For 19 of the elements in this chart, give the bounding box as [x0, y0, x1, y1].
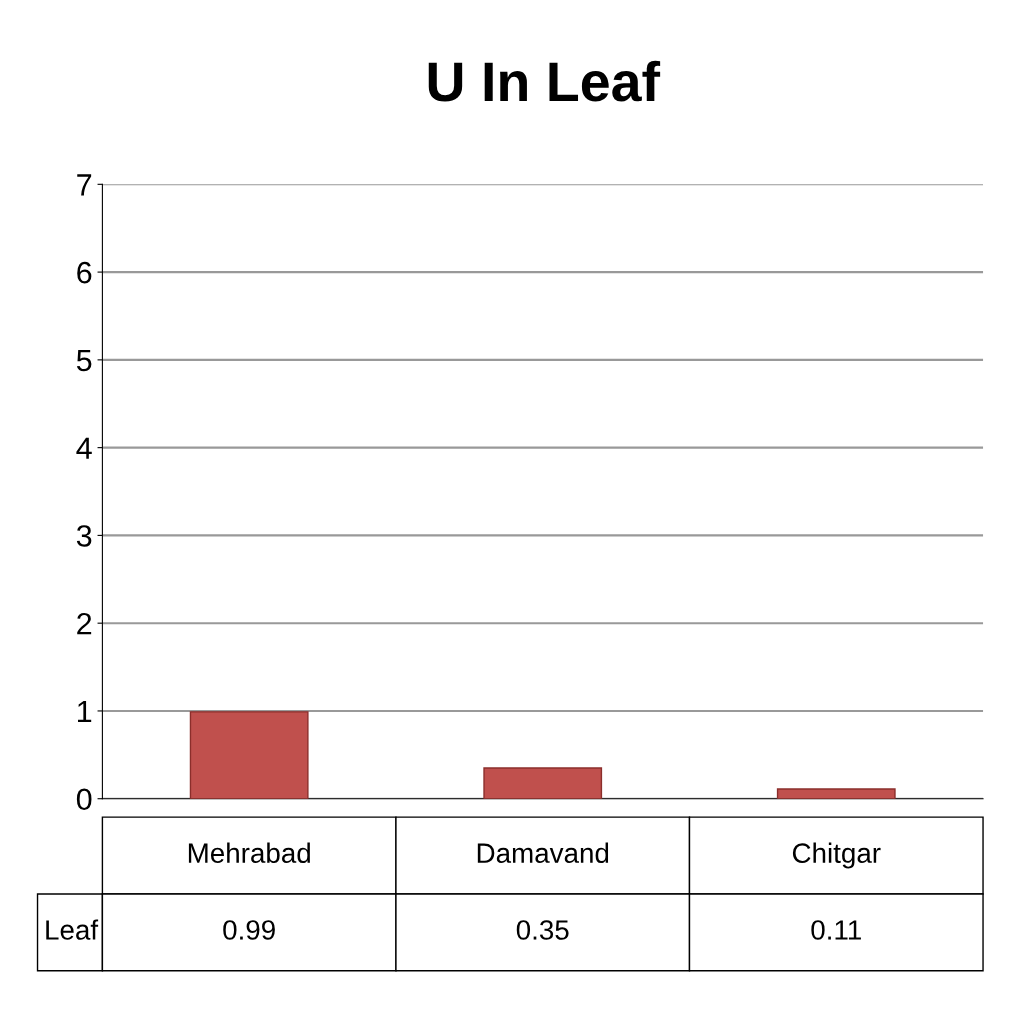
x-tick-label: Damavand [477, 842, 609, 864]
y-tick-label: 2 [77, 612, 92, 635]
y-tick-label: 6 [77, 261, 92, 284]
bar [483, 767, 603, 799]
y-tick-label: 4 [76, 437, 92, 459]
y-tick-label: 3 [76, 525, 92, 547]
chart-title: U In Leaf [428, 60, 661, 102]
y-tick-label: 1 [78, 701, 92, 723]
bar [776, 788, 896, 799]
bar [189, 711, 309, 799]
x-tick-label: Mehrabad [188, 842, 310, 864]
text: Leaf [46, 919, 99, 940]
data-label: 0.11 [811, 920, 861, 940]
data-label: 0.99 [223, 920, 275, 940]
data-label: 0.35 [516, 920, 569, 940]
y-tick-label: 5 [76, 349, 92, 372]
y-tick-label: 7 [77, 174, 92, 196]
y-tick-label: 0 [76, 788, 92, 811]
x-tick-label: Chitgar [792, 842, 881, 869]
